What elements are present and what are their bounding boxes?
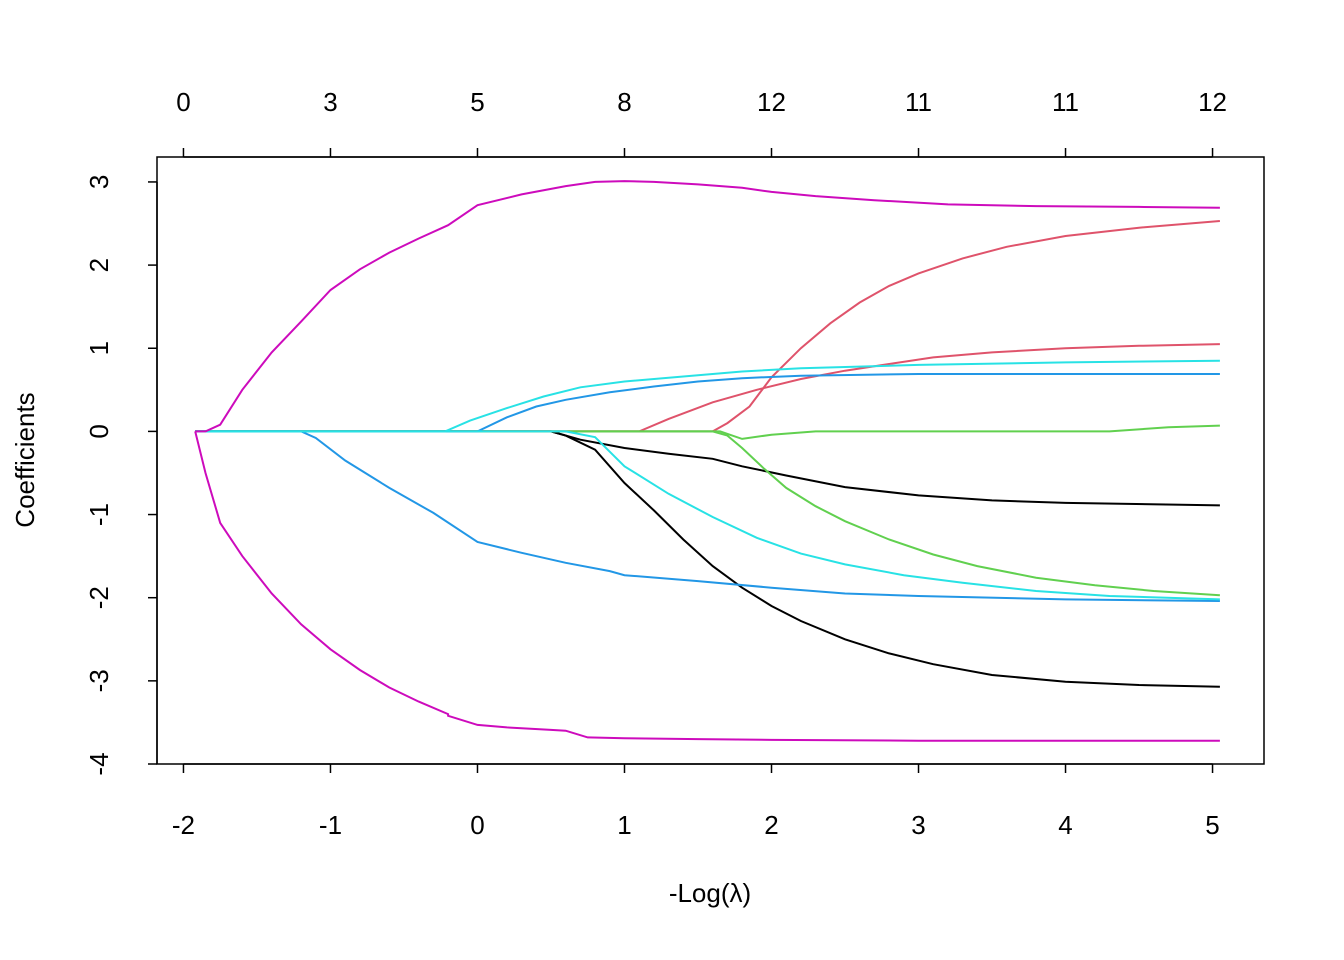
y-tick-label: 1	[84, 341, 114, 355]
series-line-5	[195, 430, 1220, 597]
series-line-12	[194, 431, 1220, 742]
series-line-11	[195, 180, 1220, 433]
top-tick-label: 12	[1198, 87, 1227, 117]
x-tick-label: 5	[1205, 810, 1219, 840]
x-tick-label: 1	[617, 810, 631, 840]
x-tick-label: 2	[764, 810, 778, 840]
series-line-4	[195, 343, 1220, 433]
y-tick-label: 0	[84, 424, 114, 438]
y-tick-label: 3	[84, 175, 114, 189]
y-tick-label: 2	[84, 258, 114, 272]
y-tick-label: -3	[84, 669, 114, 692]
x-axis-title: -Log(λ)	[669, 878, 751, 908]
series-line-6	[195, 424, 1220, 440]
top-tick-label: 8	[617, 87, 631, 117]
series-line-7	[195, 430, 1220, 602]
series-line-10	[195, 430, 1220, 601]
top-tick-label: 11	[905, 87, 932, 117]
y-tick-label: -1	[84, 503, 114, 526]
x-tick-label: -1	[319, 810, 342, 840]
plot-frame	[156, 156, 1265, 765]
x-axis-top: 0 3 5 8 12 11 11 12	[176, 87, 1227, 158]
y-tick-label: -4	[84, 752, 114, 775]
x-tick-label: 3	[911, 810, 925, 840]
series-line-1	[195, 430, 1220, 688]
series-line-3	[195, 220, 1220, 433]
series-line-8	[195, 373, 1220, 433]
series-line-2	[195, 430, 1220, 507]
series-line-9	[195, 359, 1220, 433]
x-tick-label: 0	[470, 810, 484, 840]
y-axis-title: Coefficients	[10, 392, 40, 527]
top-tick-label: 0	[176, 87, 190, 117]
top-tick-label: 3	[323, 87, 337, 117]
y-tick-label: -2	[84, 586, 114, 609]
x-tick-label: 4	[1058, 810, 1072, 840]
y-axis: -4 -3 -2 -1 0 1 2 3	[84, 175, 158, 776]
x-tick-label: -2	[172, 810, 195, 840]
top-tick-label: 11	[1052, 87, 1079, 117]
top-tick-label: 5	[470, 87, 484, 117]
x-axis-bottom: -2 -1 0 1 2 3 4 5	[172, 763, 1220, 840]
series-layer	[194, 180, 1220, 742]
top-tick-label: 12	[757, 87, 786, 117]
